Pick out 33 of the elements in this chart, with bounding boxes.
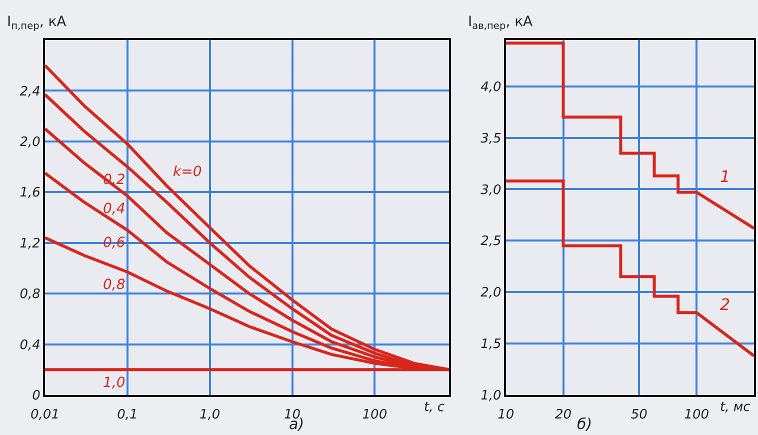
text: б) (577, 415, 592, 433)
y-tick-label: 3,0 (480, 182, 502, 198)
y-tick-label: 2,0 (480, 286, 502, 301)
y-tick-label: 1,6 (20, 186, 40, 201)
x-tick-label: 100 (684, 408, 709, 423)
x-axis-title: t, мс (720, 400, 750, 415)
y-tick-label: 0 (32, 388, 40, 404)
y-tick-label: 3,5 (480, 131, 502, 146)
y-axis-title: I$_{п,пер}$, кА (7, 14, 67, 32)
x-tick-label: 50 (630, 408, 648, 423)
x-axis-title: t, с (424, 400, 445, 415)
y-tick-label: 0,4 (20, 338, 40, 353)
y-tick-label: 2,4 (20, 84, 40, 100)
x-tick-label: 20 (554, 408, 572, 423)
y-tick-label: 1,0 (480, 388, 502, 404)
x-tick-label: 0,1 (117, 408, 138, 423)
x-tick-label: 0,01 (30, 408, 60, 423)
series-label: 1,0 (103, 375, 126, 391)
y-tick-label: 1,2 (20, 236, 40, 252)
y-tick-label: 2,0 (20, 134, 40, 150)
series-label: k=0 (173, 164, 202, 180)
x-tick-label: 1,0 (200, 408, 220, 423)
y-axis-title: I$_{ав,пер}$, кА (468, 14, 534, 32)
series-label: 2 (720, 295, 730, 314)
y-tick-label: 0,8 (20, 287, 40, 302)
series-label: 1 (720, 167, 730, 186)
series-label: 0,4 (103, 201, 126, 217)
y-tick-label: 2,5 (480, 234, 502, 250)
y-tick-label: 1,5 (480, 337, 502, 352)
series-label: 0,8 (103, 277, 126, 293)
x-tick-label: 100 (362, 408, 388, 423)
x-tick-label: 10 (498, 408, 514, 423)
y-tick-label: 4,0 (480, 80, 502, 95)
